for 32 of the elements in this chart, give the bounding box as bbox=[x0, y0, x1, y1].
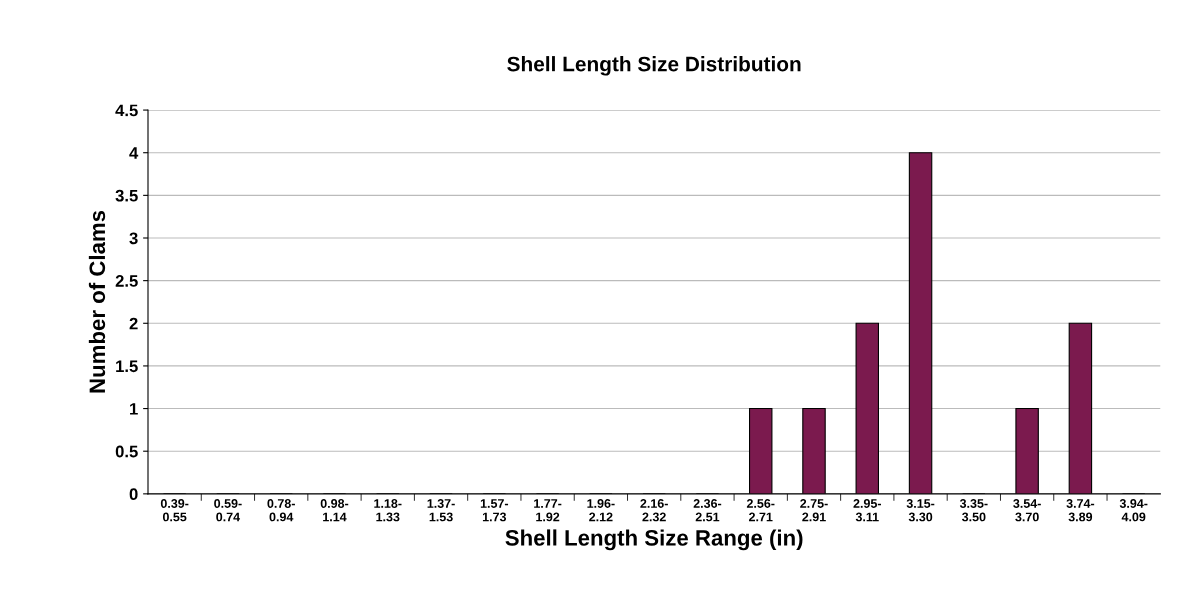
x-tick-label: 0.39- 0.55 bbox=[160, 499, 189, 522]
x-tick-label: 1.57- 1.73 bbox=[480, 499, 509, 522]
x-tick-label: 3.94- 4.09 bbox=[1119, 499, 1148, 522]
x-tick-label: 0.59- 0.74 bbox=[214, 499, 242, 522]
x-tick-label: 2.16- 2.32 bbox=[640, 499, 668, 522]
y-tick-label: 3.5 bbox=[115, 189, 138, 202]
x-tick-label: 2.95- 3.11 bbox=[853, 499, 882, 522]
y-axis-title: Number of Clams bbox=[88, 210, 106, 393]
x-tick-label: 3.35- 3.50 bbox=[959, 499, 988, 522]
y-tick-label: 0.5 bbox=[115, 445, 138, 458]
x-tick-label: 3.15- 3.30 bbox=[906, 499, 935, 522]
y-tick-label: 1 bbox=[130, 403, 138, 415]
y-tick-label: 2 bbox=[129, 317, 138, 330]
x-tick-label: 2.36- 2.51 bbox=[693, 499, 722, 522]
x-tick-label: 0.98- 1.14 bbox=[320, 499, 349, 522]
y-tick-label: 2.5 bbox=[115, 275, 138, 287]
x-tick-label: 3.54- 3.70 bbox=[1013, 499, 1041, 522]
x-tick-label: 2.75- 2.91 bbox=[800, 499, 828, 522]
y-tick-label: 4 bbox=[129, 147, 139, 159]
y-tick-label: 0 bbox=[129, 488, 138, 501]
chart-title: Shell Length Size Distribution bbox=[507, 56, 801, 76]
x-tick-label: 2.56- 2.71 bbox=[746, 499, 775, 522]
x-axis-title: Shell Length Size Range (in) bbox=[505, 529, 803, 551]
x-tick-label: 3.74- 3.89 bbox=[1066, 499, 1095, 522]
x-tick-label: 1.37- 1.53 bbox=[427, 499, 455, 522]
x-tick-label: 1.18- 1.33 bbox=[374, 499, 402, 522]
x-tick-label: 1.96- 2.12 bbox=[587, 499, 615, 522]
x-tick-label: 1.77- 1.92 bbox=[534, 499, 562, 522]
y-tick-label: 3 bbox=[129, 232, 138, 245]
y-tick-label: 1.5 bbox=[116, 360, 138, 373]
x-tick-label: 0.78- 0.94 bbox=[267, 499, 295, 522]
y-tick-label: 4.5 bbox=[115, 104, 138, 117]
